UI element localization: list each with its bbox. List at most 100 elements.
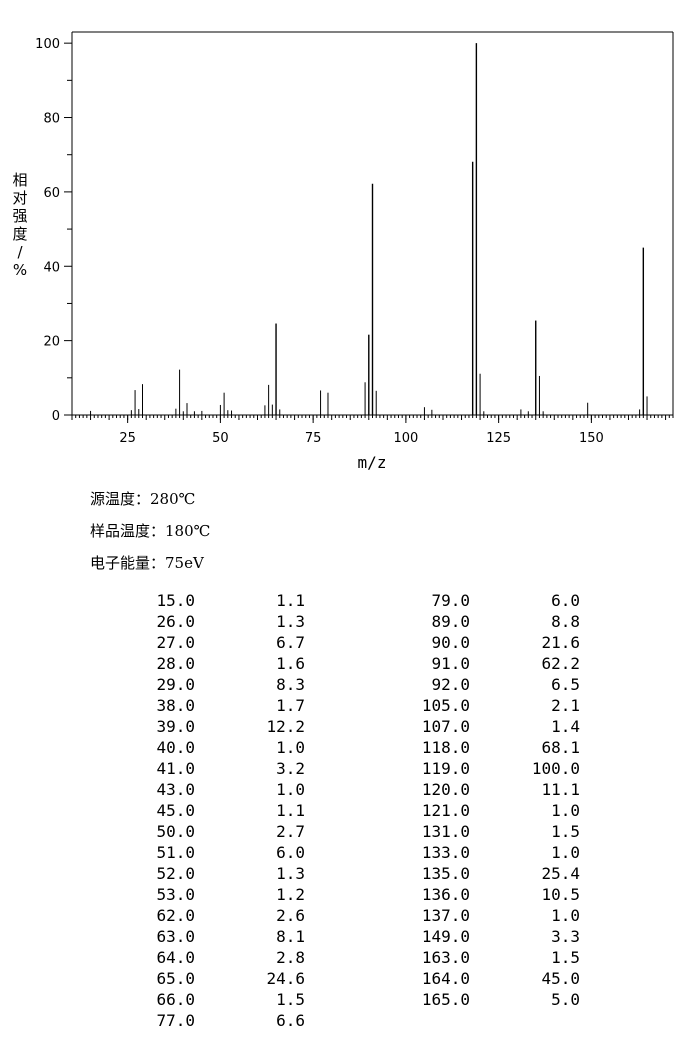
peak-intensity: 2.6 [276,906,305,925]
peak-intensity: 1.0 [276,738,305,757]
peak-intensity: 2.1 [551,696,580,715]
peak-row: 89.0 8.8 [395,611,580,632]
peak-mz: 15.0 [156,591,195,610]
peak-intensity: 1.5 [551,948,580,967]
y-axis-ticks: 0 20 40 60 80 100 [35,37,72,424]
peak-mz: 90.0 [431,633,470,652]
peak-mz: 131.0 [421,822,470,841]
peak-row: 120.0 11.1 [395,779,580,800]
peak-mz: 164.0 [421,969,470,988]
peak-mz: 136.0 [421,885,470,904]
peak-row: 119.0 100.0 [395,758,580,779]
peak-intensity: 6.6 [276,1011,305,1030]
peak-intensity: 6.0 [276,843,305,862]
peak-row: 77.0 6.6 [120,1010,305,1031]
peak-intensity: 6.7 [276,633,305,652]
peak-row: 28.0 1.6 [120,653,305,674]
peak-row: 118.0 68.1 [395,737,580,758]
x-tick-label: 100 [393,431,418,446]
peak-row: 52.0 1.3 [120,863,305,884]
electron-energy: 电子能量：75eV [90,554,204,572]
peak-row: 66.0 1.5 [120,989,305,1010]
peak-mz: 62.0 [156,906,195,925]
peak-row: 90.0 21.6 [395,632,580,653]
peak-mz: 119.0 [421,759,470,778]
y-axis-label: 相对强度/% [12,171,27,279]
peak-row: 133.0 1.0 [395,842,580,863]
y-tick-label: 60 [43,186,60,201]
mass-spectrum-chart: 0 20 40 60 80 100 25 50 75 100 125 150 m/z 相对强度/% [12,31,674,472]
peak-intensity: 1.1 [276,591,305,610]
peak-intensity: 1.0 [551,906,580,925]
x-tick-label: 50 [212,431,229,446]
peak-row: 92.0 6.5 [395,674,580,695]
peak-row: 53.0 1.2 [120,884,305,905]
peak-row: 136.0 10.5 [395,884,580,905]
peak-intensity: 8.3 [276,675,305,694]
peak-mz: 52.0 [156,864,195,883]
peak-intensity: 24.6 [266,969,305,988]
peak-intensity: 25.4 [541,864,580,883]
peak-mz: 135.0 [421,864,470,883]
x-axis-ticks: 25 50 75 100 125 150 [119,415,604,446]
y-tick-label: 80 [43,112,60,127]
peak-mz: 28.0 [156,654,195,673]
source-temperature: 源温度：280℃ [90,490,196,508]
peak-mz: 29.0 [156,675,195,694]
peak-row: 51.0 6.0 [120,842,305,863]
peak-intensity: 62.2 [541,654,580,673]
x-tick-label: 150 [579,431,604,446]
peak-intensity: 68.1 [541,738,580,757]
peak-row: 121.0 1.0 [395,800,580,821]
spectrum-peaks [90,43,648,415]
peak-mz: 137.0 [421,906,470,925]
peak-mz: 26.0 [156,612,195,631]
peak-row: 65.0 24.6 [120,968,305,989]
peak-row: 64.0 2.8 [120,947,305,968]
peak-mz: 120.0 [421,780,470,799]
peak-row: 149.0 3.3 [395,926,580,947]
peak-mz: 77.0 [156,1011,195,1030]
peak-table-left: 15.0 1.1 26.0 1.3 27.0 6.7 28.0 1.6 29.0 8.3 38.0 1… [120,590,305,1031]
peak-mz: 51.0 [156,843,195,862]
peak-mz: 50.0 [156,822,195,841]
peak-row: 165.0 5.0 [395,989,580,1010]
peak-intensity: 6.5 [551,675,580,694]
peak-row: 105.0 2.1 [395,695,580,716]
peak-mz: 38.0 [156,696,195,715]
peak-mz: 92.0 [431,675,470,694]
peak-intensity: 1.0 [276,780,305,799]
peak-intensity: 1.5 [276,990,305,1009]
peak-row: 137.0 1.0 [395,905,580,926]
y-tick-label: 100 [35,37,60,52]
peak-row: 39.0 12.2 [120,716,305,737]
peak-row: 63.0 8.1 [120,926,305,947]
peak-intensity: 2.7 [276,822,305,841]
peak-intensity: 1.0 [551,801,580,820]
peak-intensity: 1.4 [551,717,580,736]
peak-row: 45.0 1.1 [120,800,305,821]
peak-intensity: 100.0 [531,759,580,778]
peak-mz: 149.0 [421,927,470,946]
peak-mz: 133.0 [421,843,470,862]
peak-mz: 107.0 [421,717,470,736]
peak-intensity: 2.8 [276,948,305,967]
peak-row: 163.0 1.5 [395,947,580,968]
peak-mz: 105.0 [421,696,470,715]
peak-mz: 41.0 [156,759,195,778]
peak-row: 27.0 6.7 [120,632,305,653]
peak-row: 131.0 1.5 [395,821,580,842]
sample-temperature: 样品温度：180℃ [90,522,211,540]
peak-mz: 165.0 [421,990,470,1009]
peak-mz: 65.0 [156,969,195,988]
peak-mz: 89.0 [431,612,470,631]
peak-mz: 91.0 [431,654,470,673]
y-tick-label: 0 [52,409,60,424]
peak-mz: 27.0 [156,633,195,652]
x-axis-label: m/z [358,453,387,472]
peak-intensity: 1.0 [551,843,580,862]
peak-mz: 121.0 [421,801,470,820]
peak-mz: 64.0 [156,948,195,967]
y-tick-label: 40 [43,260,60,275]
x-tick-label: 25 [119,431,136,446]
